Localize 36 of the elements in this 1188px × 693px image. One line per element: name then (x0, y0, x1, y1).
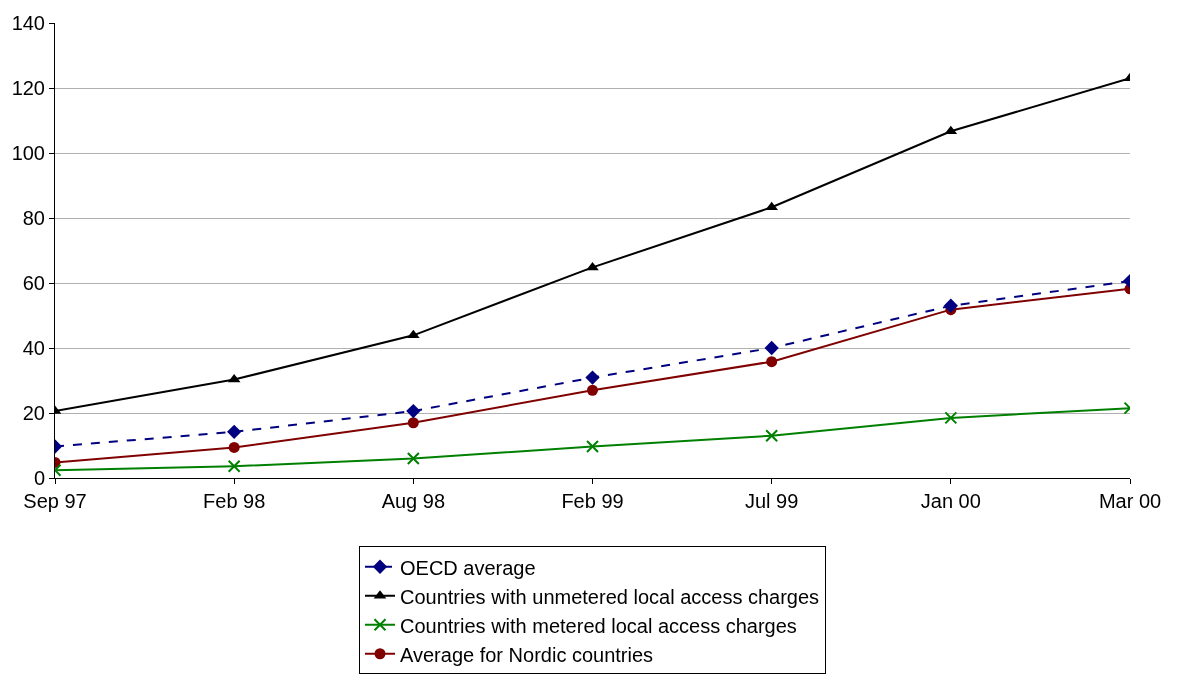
point (587, 384, 598, 396)
point (406, 329, 420, 339)
point (585, 370, 600, 385)
legend-label: OECD average (400, 556, 536, 579)
point (228, 441, 240, 453)
legend-label: Average for Nordic countries (400, 643, 654, 666)
x-tick-label: Jul 99 (744, 490, 799, 512)
point (407, 417, 419, 429)
point (764, 340, 779, 356)
point (406, 452, 420, 465)
point (943, 298, 958, 313)
y-tick-label: 60 (22, 272, 45, 294)
point (406, 403, 421, 419)
point (765, 201, 779, 211)
y-tick-label: 80 (22, 207, 45, 229)
point (586, 439, 599, 453)
x-tick-label: Aug 98 (381, 490, 446, 512)
legend-label: Countries with metered local access charges (400, 614, 797, 637)
y-tick-label: 40 (22, 337, 45, 359)
x-tick-label: Jan 00 (920, 490, 981, 512)
point (766, 356, 778, 368)
legend-label: Countries with unmetered local access charges (400, 585, 820, 608)
y-tick-label: 100 (11, 142, 45, 164)
point (586, 261, 599, 271)
x-tick-label: Feb 98 (203, 490, 266, 512)
y-tick-label: 20 (22, 402, 45, 424)
point (227, 459, 241, 473)
point (227, 424, 242, 439)
point (765, 429, 779, 443)
y-tick-label: 140 (11, 12, 45, 34)
x-tick-label: Feb 99 (561, 490, 624, 512)
y-tick-label: 0 (33, 467, 45, 489)
point (944, 411, 958, 425)
x-tick-label: Sep 97 (23, 490, 87, 512)
y-tick-label: 120 (11, 77, 45, 99)
x-tick-label: Mar 00 (1098, 490, 1162, 512)
